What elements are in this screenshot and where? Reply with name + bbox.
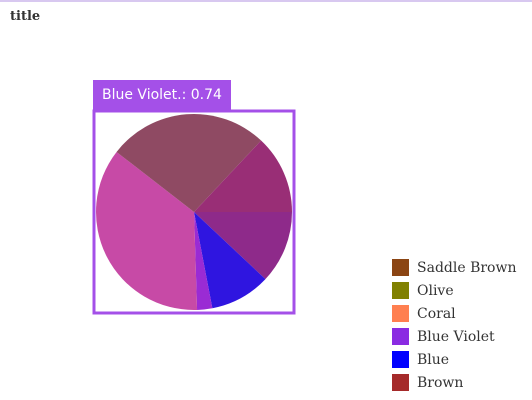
legend-swatch [392,351,409,368]
legend-swatch [392,259,409,276]
pie-slice-2[interactable] [194,212,213,310]
legend-label: Olive [417,282,454,299]
pie-slice-1[interactable] [194,212,266,309]
highlight-box [92,109,296,315]
legend-item[interactable]: Blue Violet [392,325,516,348]
legend-label: Saddle Brown [417,259,517,276]
legend-swatch [392,328,409,345]
pie-slice-0[interactable] [194,212,292,280]
highlight-tooltip: Blue Violet.: 0.74 [93,80,231,111]
legend-item[interactable]: Blue [392,348,516,371]
legend-item[interactable]: Coral [392,302,516,325]
legend-item[interactable]: Brown [392,371,516,394]
legend-label: Coral [417,305,456,322]
legend-label: Blue [417,351,450,368]
chart-title: title [10,9,41,24]
legend-item[interactable]: Olive [392,279,516,302]
legend: Saddle Brown Olive Coral Blue Violet Blue Bro… [392,256,516,394]
legend-label: Brown [417,374,464,391]
top-rule [0,0,532,2]
legend-swatch [392,282,409,299]
legend-swatch [392,374,409,391]
pie-slice-4[interactable] [116,113,262,212]
legend-swatch [392,305,409,322]
pie-slice-3[interactable] [96,151,198,310]
pie-slice-5[interactable] [194,140,292,212]
legend-item[interactable]: Saddle Brown [392,256,516,279]
legend-label: Blue Violet [417,328,495,345]
